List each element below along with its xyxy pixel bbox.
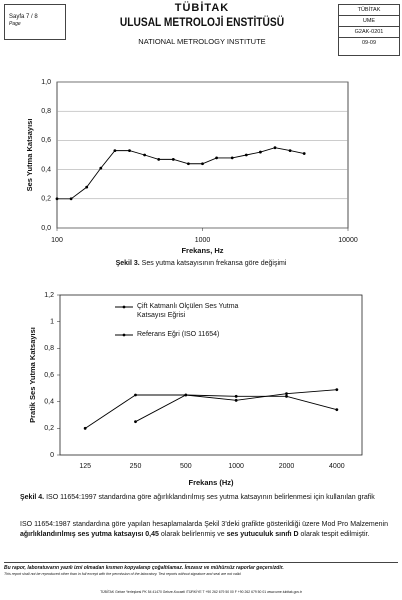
x-axis-title: Frekans, Hz [181, 246, 223, 255]
x-tick-label: 4000 [329, 463, 345, 470]
org: TÜBİTAK [174, 2, 230, 14]
y-tick-label: 1,0 [41, 79, 51, 86]
legend-label: Referans Eğri (ISO 11654) [137, 331, 220, 338]
data-point [128, 149, 131, 153]
data-point [186, 162, 190, 166]
bold-text: ses yutuculuk sınıfı D [226, 530, 299, 538]
bold-text: ağırlıklandırılmış ses yutma katsayısı 0… [20, 530, 159, 538]
data-point [69, 197, 73, 201]
data-point [83, 426, 87, 430]
x-tick-label: 100 [51, 237, 63, 244]
doc-field: 09-09 [361, 40, 377, 46]
y-tick-label: 0,6 [41, 137, 51, 144]
x-tick-label: 2000 [279, 463, 295, 470]
y-tick-label: 0 [50, 452, 54, 459]
data-point [234, 394, 238, 398]
data-point [285, 394, 288, 398]
caption-text: Ses yutma katsayısının frekansa göre değ… [141, 260, 287, 267]
data-point [85, 185, 89, 189]
x-tick-label: 250 [130, 463, 142, 470]
y-tick-label: 0,8 [44, 345, 54, 352]
y-tick-label: 0,2 [44, 425, 54, 432]
footer-tr: Bu rapor, laboratuvarın yazılı izni olma… [4, 565, 284, 571]
page-label: Page [9, 21, 21, 27]
data-point [201, 162, 204, 166]
doc-field: TÜBİTAK [339, 5, 399, 16]
x-tick-label: 500 [180, 463, 192, 470]
x-axis-title: Frekans (Hz) [188, 478, 234, 487]
y-axis-title: Pratik Ses Yutma Katsayısı [28, 327, 37, 423]
data-point [157, 157, 161, 161]
figure3-caption: Şekil 3. Ses yutma katsayısının frekansa… [0, 260, 402, 267]
footer: Bu rapor, laboratuvarın yazılı izni olma… [4, 562, 398, 594]
data-point [288, 149, 292, 153]
data-point [215, 156, 219, 160]
y-tick-label: 1,2 [44, 292, 54, 299]
footer-en: This report shall not be reproduced othe… [4, 572, 242, 576]
data-point [143, 153, 146, 157]
y-tick-label: 0,4 [41, 166, 51, 173]
text: ISO 11654:1987 standardına göre yapılan … [20, 521, 388, 528]
y-tick-label: 0,2 [41, 196, 51, 203]
page-box: Sayfa 7 / 8 Page [4, 4, 66, 40]
footer-address: TÜBİTAK Gebze Yerleşkesi PK 54 41470 Geb… [100, 590, 302, 594]
institute: ULUSAL METROLOJİ ENSTİTÜSÜ [119, 15, 285, 29]
data-point [244, 153, 248, 157]
data-point [234, 398, 238, 402]
doc-field: UME [339, 16, 399, 27]
data-point [99, 166, 103, 170]
doc-field: G2AK-0201 [339, 27, 399, 38]
series-line [57, 147, 305, 200]
y-tick-label: 1 [50, 319, 54, 326]
caption-label: Şekil 4. [20, 494, 45, 501]
caption-label: Şekil 3. [115, 260, 140, 267]
text: olarak belirlenmiş ve [158, 530, 227, 538]
y-tick-label: 0,8 [41, 108, 51, 115]
data-point [273, 146, 277, 150]
y-axis-title: Ses Yutma Katsayısı [25, 119, 34, 192]
y-tick-label: 0,6 [44, 372, 54, 379]
header-center: TÜBİTAK ULUSAL METROLOJİ ENSTİTÜSÜ NATIO… [70, 2, 334, 46]
data-point [134, 420, 137, 424]
institute-en: NATIONAL METROLOGY INSTITUTE [138, 37, 266, 46]
data-point [113, 149, 117, 153]
paragraph: ISO 11654:1987 standardına göre yapılan … [20, 520, 388, 539]
x-tick-label: 1000 [195, 237, 211, 244]
series-line [135, 389, 337, 423]
legend-label: Çift Katmanlı Ölçülen Ses Yutma Katsayıs… [137, 303, 239, 319]
caption-text: ISO 11654:1997 standardına göre ağırlıkl… [46, 494, 375, 501]
legend-entry: Çift Katmanlı Ölçülen Ses Yutma Katsayıs… [137, 303, 239, 319]
y-tick-label: 0,0 [41, 225, 51, 232]
data-point [335, 408, 339, 412]
data-point [134, 393, 137, 397]
data-point [259, 150, 262, 154]
y-tick-label: 0,4 [44, 399, 54, 406]
data-point [184, 393, 188, 397]
text: olarak tespit edilmiştir. [298, 530, 370, 538]
data-point [171, 157, 175, 161]
data-point [302, 152, 306, 155]
figure4-caption: Şekil 4. ISO 11654:1997 standardına göre… [20, 493, 380, 502]
legend-entry: Referans Eğri (ISO 11654) [137, 331, 220, 338]
data-point [335, 388, 339, 392]
data-point [230, 156, 234, 160]
series-line [84, 394, 337, 429]
x-tick-label: 1000 [228, 463, 244, 470]
legend-marker [122, 305, 126, 309]
x-tick-label: 10000 [338, 237, 358, 244]
legend-marker [122, 333, 126, 337]
x-tick-label: 125 [79, 463, 91, 470]
data-point [55, 197, 59, 201]
data-point [285, 392, 288, 396]
doc-box: TÜBİTAK UME G2AK-0201 09-09 [338, 4, 400, 56]
page-number: Sayfa 7 / 8 [9, 14, 38, 20]
plot-frame [56, 81, 349, 229]
